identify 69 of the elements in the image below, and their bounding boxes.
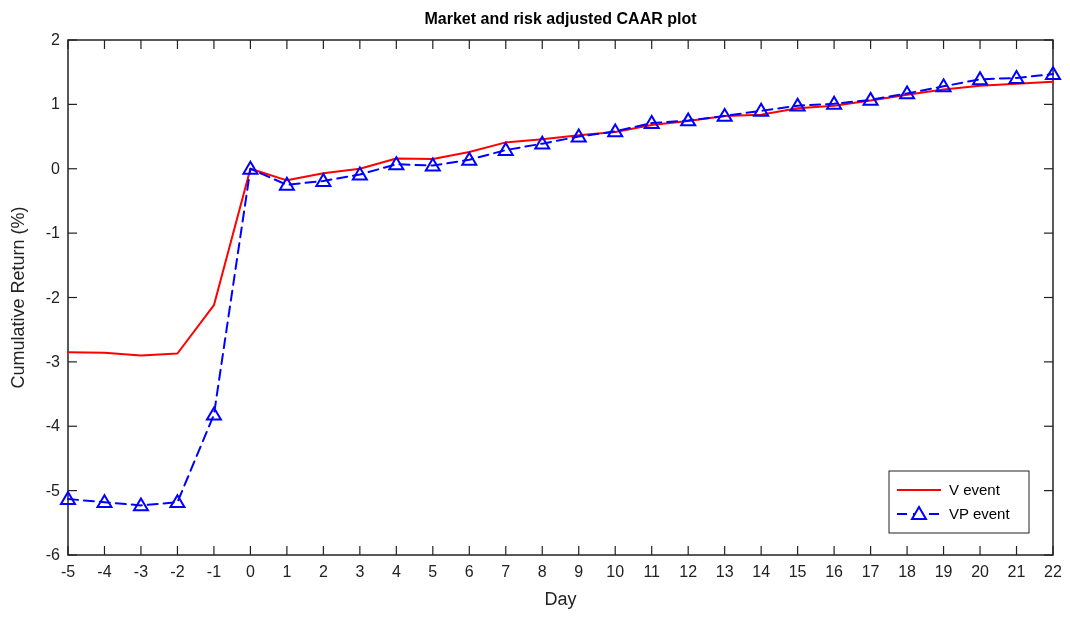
legend-label: VP event xyxy=(949,505,1011,522)
x-tick-label: 9 xyxy=(574,563,584,580)
point xyxy=(388,156,405,171)
x-tick-label: 12 xyxy=(679,563,698,580)
x-tick-label: 5 xyxy=(428,563,438,580)
x-tick-label: 11 xyxy=(643,563,661,580)
chart-title: Market and risk adjusted CAAR plot xyxy=(424,10,698,27)
point xyxy=(972,71,989,86)
y-tick-label: -6 xyxy=(45,546,61,563)
x-tick-label: 13 xyxy=(715,563,734,580)
x-tick-label: 7 xyxy=(501,563,511,580)
x-tick-label: 22 xyxy=(1044,563,1062,580)
x-tick-label: 17 xyxy=(861,563,880,580)
point xyxy=(899,85,916,100)
x-tick-label: 14 xyxy=(752,563,771,580)
x-tick-label: 3 xyxy=(355,563,365,580)
point xyxy=(680,112,697,127)
point xyxy=(169,494,186,509)
point xyxy=(607,123,624,138)
x-tick-label: -3 xyxy=(133,563,149,580)
point xyxy=(534,135,551,150)
x-tick-label: -1 xyxy=(206,563,222,580)
x-tick-label: 15 xyxy=(788,563,807,580)
y-axis-title: Cumulative Return (%) xyxy=(8,206,28,389)
point xyxy=(242,160,259,175)
point xyxy=(351,166,368,181)
y-tick-label: -4 xyxy=(45,417,61,435)
point xyxy=(315,172,332,187)
point xyxy=(826,95,843,110)
point xyxy=(424,157,441,172)
x-tick-label: 2 xyxy=(318,563,328,580)
point xyxy=(643,115,660,129)
x-axis-title: Day xyxy=(544,589,577,609)
point xyxy=(1008,69,1025,84)
x-tick-label: 0 xyxy=(245,563,255,580)
x-tick-label: 6 xyxy=(464,563,474,580)
x-tick-label: -2 xyxy=(170,563,185,580)
x-tick-label: 19 xyxy=(934,563,953,580)
y-tick-label: 2 xyxy=(51,31,61,48)
point xyxy=(497,142,514,156)
point xyxy=(461,151,478,166)
point xyxy=(716,107,733,122)
point xyxy=(132,497,149,512)
x-tick-label: 4 xyxy=(391,563,401,580)
y-tick-label: -2 xyxy=(45,288,61,306)
point xyxy=(935,78,952,93)
point xyxy=(96,494,113,509)
y-tick-label: -5 xyxy=(45,481,61,499)
point xyxy=(753,102,770,117)
legend-label: V event xyxy=(949,481,1001,498)
point xyxy=(60,490,76,505)
x-tick-label: 18 xyxy=(898,563,917,580)
point xyxy=(205,406,222,421)
point xyxy=(862,91,879,106)
y-tick-label: 0 xyxy=(51,159,61,177)
x-tick-label: 16 xyxy=(825,563,844,580)
x-tick-label: 20 xyxy=(971,563,990,580)
point xyxy=(789,97,806,112)
x-tick-label: 21 xyxy=(1007,563,1026,580)
y-tick-label: -1 xyxy=(45,224,61,242)
point xyxy=(570,128,587,143)
y-tick-label: -3 xyxy=(45,352,61,370)
x-tick-label: 1 xyxy=(282,563,292,580)
y-tick-label: 1 xyxy=(51,95,61,113)
x-tick-label: 8 xyxy=(537,563,547,580)
x-tick-label: -4 xyxy=(97,563,112,580)
x-tick-label: 10 xyxy=(606,563,625,580)
point xyxy=(1045,66,1061,81)
point xyxy=(278,176,295,191)
